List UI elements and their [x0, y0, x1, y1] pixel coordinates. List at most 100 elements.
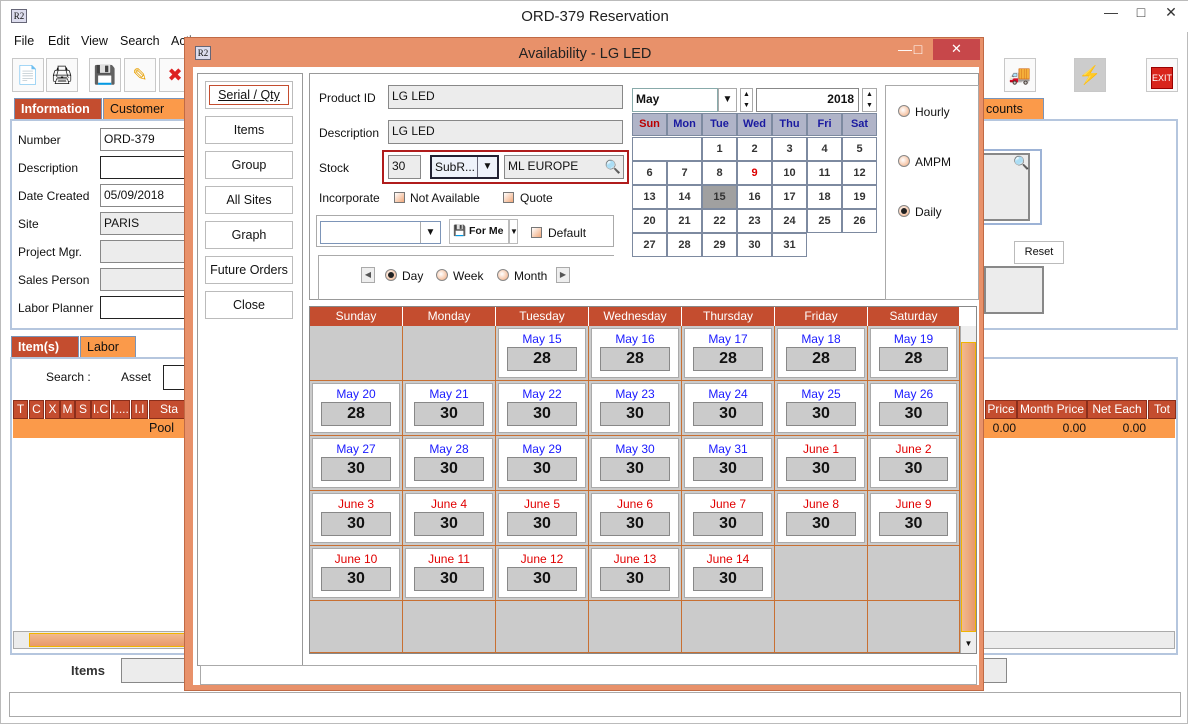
hourly-radio[interactable]	[898, 105, 910, 117]
calendar-day[interactable]: 10	[772, 161, 807, 185]
column-header[interactable]: Net Each	[1087, 400, 1147, 419]
column-header[interactable]: M	[60, 400, 75, 419]
ampm-radio[interactable]	[898, 155, 910, 167]
day-cell[interactable]: May 31 30	[682, 436, 775, 491]
magnifier-icon[interactable]: 🔍	[1013, 155, 1030, 170]
year-spinner[interactable]: ▲ ▼	[862, 88, 877, 112]
calendar-day[interactable]: 23	[737, 209, 772, 233]
year-field[interactable]: 2018	[756, 88, 859, 112]
column-header[interactable]: I....	[111, 400, 130, 419]
day-cell[interactable]: May 19 28	[868, 326, 960, 381]
day-card[interactable]: June 7 30	[684, 493, 772, 543]
day-cell[interactable]: May 21 30	[403, 381, 496, 436]
day-card[interactable]: May 31 30	[684, 438, 772, 488]
day-card[interactable]: June 2 30	[870, 438, 957, 488]
calendar-day[interactable]: 18	[807, 185, 842, 209]
day-cell[interactable]: May 30 30	[589, 436, 682, 491]
menu-edit[interactable]: Edit	[48, 34, 70, 48]
day-cell[interactable]: June 9 30	[868, 491, 960, 546]
info-field-2[interactable]: 05/09/2018	[100, 184, 186, 207]
day-cell[interactable]: May 28 30	[403, 436, 496, 491]
day-card[interactable]: June 1 30	[777, 438, 865, 488]
dialog-button-all-sites[interactable]: All Sites	[205, 186, 293, 214]
chevron-down-icon[interactable]: ▼	[420, 222, 440, 243]
lightning-icon[interactable]: ⚡	[1074, 58, 1106, 92]
day-cell[interactable]: May 26 30	[868, 381, 960, 436]
day-cell[interactable]: May 29 30	[496, 436, 589, 491]
tab-accounts[interactable]: counts	[979, 98, 1044, 119]
preset-select[interactable]: ▼	[320, 221, 441, 244]
chevron-down-icon[interactable]: ▼	[477, 157, 497, 177]
calendar-day[interactable]: 28	[667, 233, 702, 257]
calendar-day[interactable]: 22	[702, 209, 737, 233]
scrollbar-thumb[interactable]	[961, 342, 976, 632]
calendar-day[interactable]: 1	[702, 137, 737, 161]
week-radio[interactable]	[436, 269, 448, 281]
calendar-day[interactable]: 3	[772, 137, 807, 161]
tab-information[interactable]: Information	[14, 98, 102, 119]
day-card[interactable]: May 19 28	[870, 328, 957, 378]
calendar-day[interactable]: 5	[842, 137, 877, 161]
dialog-close-button[interactable]: ✕	[933, 39, 980, 60]
dialog-maximize-button[interactable]: □	[913, 41, 923, 57]
day-cell[interactable]: June 8 30	[775, 491, 868, 546]
next-arrow-icon[interactable]: ▶	[556, 267, 570, 283]
table-row-right[interactable]	[981, 419, 1175, 438]
day-cell[interactable]: May 24 30	[682, 381, 775, 436]
new-document-icon[interactable]: 📄	[12, 58, 44, 92]
calendar-day[interactable]: 14	[667, 185, 702, 209]
day-card[interactable]: May 20 28	[312, 383, 400, 433]
chevron-down-icon[interactable]: ▼	[718, 88, 737, 112]
column-header[interactable]: T	[13, 400, 28, 419]
dialog-button-serial-qty[interactable]: Serial / Qty	[205, 81, 293, 109]
calendar-day[interactable]: 13	[632, 185, 667, 209]
day-card[interactable]: June 11 30	[405, 548, 493, 598]
save-icon[interactable]: 💾	[89, 58, 121, 92]
notes-field[interactable]	[984, 266, 1044, 314]
column-header[interactable]: C	[29, 400, 44, 419]
day-card[interactable]: May 15 28	[498, 328, 586, 378]
day-card[interactable]: May 21 30	[405, 383, 493, 433]
calendar-day[interactable]: 17	[772, 185, 807, 209]
menu-search[interactable]: Search	[120, 34, 160, 48]
day-cell[interactable]: May 15 28	[496, 326, 589, 381]
day-cell[interactable]: June 4 30	[403, 491, 496, 546]
previous-arrow-icon[interactable]: ◀	[361, 267, 375, 283]
tab-items[interactable]: Item(s)	[11, 336, 79, 357]
menu-file[interactable]: File	[14, 34, 35, 48]
day-card[interactable]: May 29 30	[498, 438, 586, 488]
vendor-field[interactable]: ML EUROPE 🔍	[504, 155, 624, 179]
edit-pencil-icon[interactable]: ✎	[124, 58, 156, 92]
day-cell[interactable]: June 6 30	[589, 491, 682, 546]
info-field-5[interactable]	[100, 268, 186, 291]
day-card[interactable]: May 28 30	[405, 438, 493, 488]
truck-icon[interactable]: 🚚	[1004, 58, 1036, 92]
calendar-day[interactable]: 31	[772, 233, 807, 257]
day-cell[interactable]: June 3 30	[310, 491, 403, 546]
for-me-button[interactable]: 💾 For Me	[449, 219, 509, 244]
day-cell[interactable]: June 2 30	[868, 436, 960, 491]
tab-customer[interactable]: Customer	[103, 98, 187, 119]
calendar-day[interactable]: 21	[667, 209, 702, 233]
asset-input[interactable]	[163, 365, 187, 390]
calendar-day[interactable]: 7	[667, 161, 702, 185]
calendar-day[interactable]: 30	[737, 233, 772, 257]
calendar-day[interactable]: 6	[632, 161, 667, 185]
day-cell[interactable]: May 22 30	[496, 381, 589, 436]
menu-view[interactable]: View	[81, 34, 108, 48]
scrollbar-thumb[interactable]	[29, 633, 189, 647]
quote-checkbox[interactable]	[503, 192, 514, 203]
calendar-day[interactable]: 4	[807, 137, 842, 161]
day-radio[interactable]	[385, 269, 397, 281]
calendar-day[interactable]: 16	[737, 185, 772, 209]
calendar-day[interactable]: 9	[737, 161, 772, 185]
day-card[interactable]: May 22 30	[498, 383, 586, 433]
column-header[interactable]: S	[75, 400, 91, 419]
day-cell[interactable]: June 10 30	[310, 546, 403, 601]
calendar-day[interactable]: 15	[702, 185, 737, 209]
default-checkbox[interactable]	[531, 227, 542, 238]
day-card[interactable]: May 25 30	[777, 383, 865, 433]
tab-labor[interactable]: Labor	[80, 336, 136, 357]
day-cell[interactable]: May 17 28	[682, 326, 775, 381]
column-header[interactable]: Month Price	[1017, 400, 1087, 419]
